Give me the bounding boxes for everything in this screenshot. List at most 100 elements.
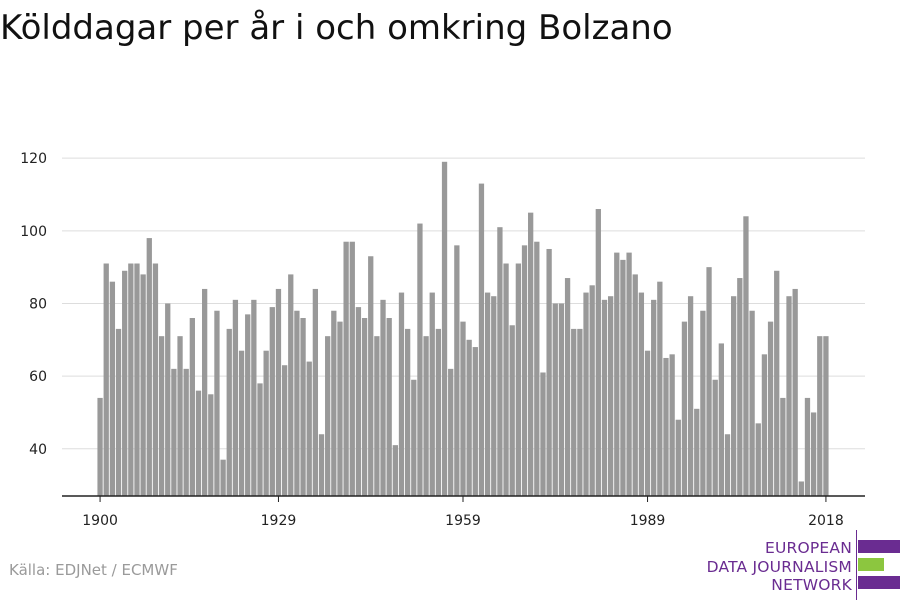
bar-1945 — [374, 336, 380, 496]
bar-1923 — [238, 350, 245, 496]
bar-1996 — [687, 296, 694, 496]
bar-1955 — [435, 328, 442, 496]
bar-1910 — [158, 336, 165, 496]
bar-1925 — [251, 299, 257, 496]
bar-1998 — [700, 310, 706, 496]
logo-bar-middle — [858, 558, 884, 571]
bar-1986 — [626, 252, 632, 496]
bar-1943 — [361, 318, 368, 496]
bar-1922 — [232, 299, 239, 496]
bar-1953 — [423, 336, 429, 496]
bar-2000 — [712, 379, 718, 496]
bar-2007 — [755, 423, 761, 496]
bar-2004 — [737, 278, 743, 496]
bar-1916 — [195, 390, 202, 496]
bar-1903 — [115, 328, 122, 496]
bar-2018 — [823, 336, 829, 496]
bar-1991 — [657, 281, 663, 496]
bar-1936 — [318, 434, 325, 496]
bar-1992 — [663, 357, 669, 496]
bar-1949 — [398, 292, 405, 496]
bar-1905 — [128, 263, 134, 496]
bar-1956 — [441, 161, 448, 497]
bar-1931 — [288, 274, 294, 496]
bar-2012 — [786, 296, 792, 496]
bar-2017 — [817, 336, 823, 496]
bar-1978 — [577, 328, 583, 496]
bar-1900 — [97, 397, 103, 496]
bar-1918 — [208, 394, 214, 496]
logo-bar-bottom — [858, 576, 900, 589]
bar-1920 — [220, 459, 226, 496]
x-tick-label-1900: 1900 — [82, 513, 118, 529]
bar-1963 — [484, 292, 491, 496]
bar-1981 — [595, 209, 601, 497]
bar-1989 — [644, 350, 651, 496]
bar-1950 — [404, 328, 411, 496]
bar-1948 — [392, 445, 398, 496]
chart-title: Kölddagar per år i och omkring Bolzano — [0, 8, 673, 48]
bar-1939 — [337, 321, 343, 496]
bar-1984 — [614, 252, 620, 496]
bar-1967 — [509, 325, 515, 496]
bar-1902 — [109, 281, 116, 496]
bars — [97, 161, 829, 497]
bar-1930 — [281, 365, 288, 496]
bar-1921 — [226, 328, 232, 496]
bar-1901 — [103, 263, 109, 496]
bar-2013 — [792, 288, 798, 496]
bar-1960 — [466, 339, 472, 496]
bar-2006 — [749, 310, 755, 496]
bar-1935 — [312, 288, 319, 496]
bar-1997 — [694, 408, 700, 496]
y-tick-label-40: 40 — [29, 442, 47, 458]
y-tick-label-100: 100 — [20, 224, 47, 240]
bar-1924 — [245, 314, 251, 496]
bar-1954 — [429, 292, 435, 496]
bar-1966 — [503, 263, 509, 496]
bar-1944 — [368, 256, 374, 496]
bar-1959 — [460, 321, 466, 496]
bar-1926 — [257, 383, 263, 496]
bar-1973 — [546, 248, 552, 496]
bar-1933 — [300, 318, 306, 496]
bar-1975 — [558, 303, 565, 496]
bar-2009 — [767, 321, 774, 496]
bar-1971 — [534, 241, 540, 496]
bar-1914 — [183, 368, 189, 496]
bar-1951 — [411, 379, 417, 496]
x-tick-label-1989: 1989 — [630, 513, 666, 529]
bar-1972 — [540, 372, 546, 496]
y-tick-labels: 40 60 80 100 120 — [20, 151, 47, 458]
bar-1993 — [669, 354, 675, 496]
bar-1974 — [552, 303, 558, 496]
bar-1940 — [343, 241, 349, 496]
bar-1904 — [122, 270, 128, 496]
bar-1962 — [478, 183, 485, 496]
bar-1932 — [294, 310, 300, 496]
bar-2014 — [798, 481, 804, 496]
bar-1927 — [263, 350, 269, 496]
bar-1969 — [521, 245, 528, 496]
x-tick-label-1929: 1929 — [261, 513, 297, 529]
bar-1965 — [497, 227, 503, 497]
bar-1982 — [601, 299, 608, 496]
axes — [62, 495, 865, 502]
bar-1917 — [202, 288, 208, 496]
bar-1979 — [583, 292, 589, 496]
bar-2003 — [731, 296, 737, 496]
bar-1980 — [589, 285, 595, 496]
logo-bar-top — [858, 540, 900, 553]
bar-1915 — [189, 318, 195, 496]
bar-1968 — [515, 263, 522, 496]
x-tick-labels: 1900 1929 1959 1989 2018 — [82, 513, 843, 529]
bar-2008 — [761, 354, 768, 496]
bar-1909 — [152, 263, 159, 496]
bar-1977 — [571, 328, 577, 496]
logo-divider — [856, 530, 857, 600]
bar-1908 — [146, 238, 152, 496]
bar-1942 — [355, 307, 362, 496]
y-tick-label-120: 120 — [20, 151, 47, 167]
bar-1994 — [675, 419, 681, 496]
